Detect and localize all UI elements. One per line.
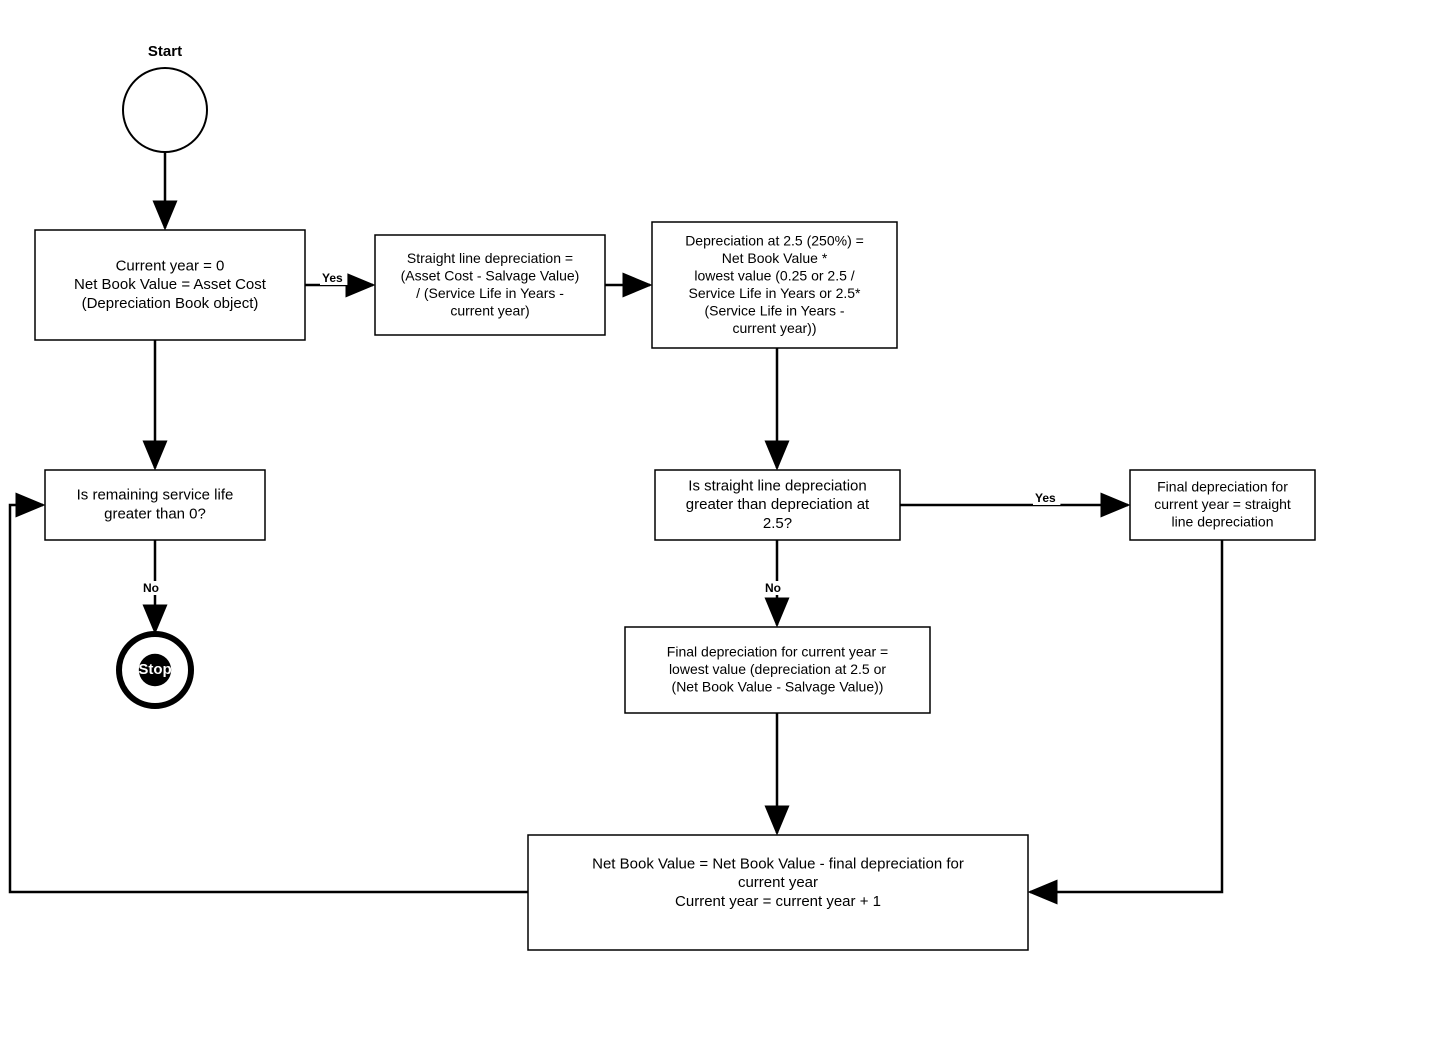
node-start: Start: [123, 43, 207, 152]
node-db_calc: Depreciation at 2.5 (250%) =Net Book Val…: [652, 222, 897, 348]
node-use_db: Final depreciation for current year =low…: [625, 627, 930, 713]
node-compare_q: Is straight line depreciationgreater tha…: [655, 470, 900, 540]
edge-update-remain_q: [10, 505, 528, 892]
edge-label-no-6: No: [765, 581, 781, 595]
svg-text:Final depreciation forcurrent: Final depreciation forcurrent year = str…: [1154, 478, 1291, 529]
svg-text:Final depreciation for current: Final depreciation for current year =low…: [667, 643, 888, 694]
node-sl_calc: Straight line depreciation =(Asset Cost …: [375, 235, 605, 335]
node-stop: Stop: [119, 634, 191, 706]
depreciation-flowchart: Start Stop Current year = 0Net Book Value …: [0, 0, 1437, 1064]
svg-text:Start: Start: [148, 43, 182, 60]
edge-label-yes-7: Yes: [1035, 491, 1056, 505]
svg-text:Stop: Stop: [138, 661, 171, 678]
node-use_sl: Final depreciation forcurrent year = str…: [1130, 470, 1315, 540]
edge-label-no-5: No: [143, 581, 159, 595]
node-update: Net Book Value = Net Book Value - final …: [528, 835, 1028, 950]
edge-label-yes-2: Yes: [322, 271, 343, 285]
nodes-layer: Start Stop Current year = 0Net Book Value …: [35, 43, 1315, 950]
edge-use_sl-update: [1030, 540, 1222, 892]
node-init: Current year = 0Net Book Value = Asset C…: [35, 230, 305, 340]
node-remain_q: Is remaining service lifegreater than 0?: [45, 470, 265, 540]
